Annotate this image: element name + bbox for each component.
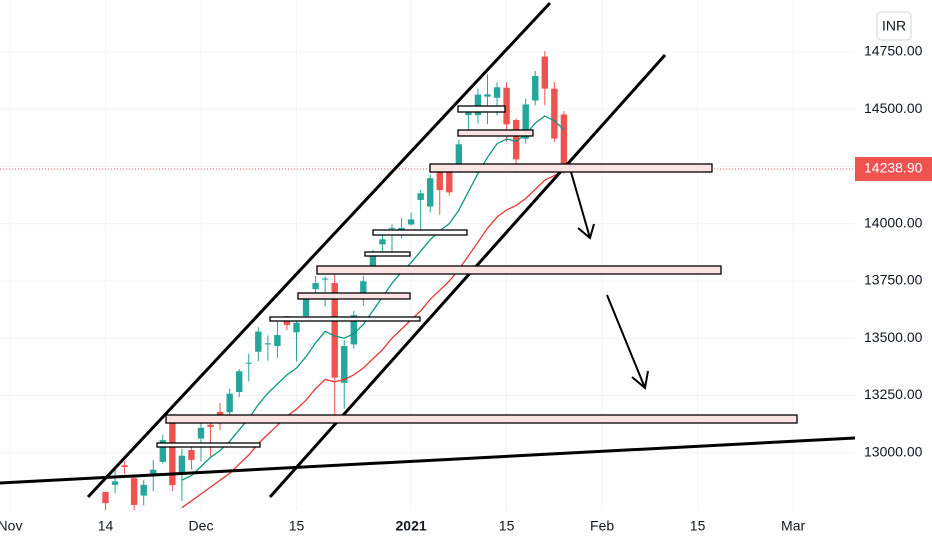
candle-body <box>369 252 377 267</box>
candle-body <box>197 427 205 439</box>
candle-body <box>455 144 463 170</box>
candle-body <box>512 120 520 160</box>
candle-body <box>427 178 434 207</box>
candle-body <box>188 450 195 460</box>
candle-body <box>407 219 415 225</box>
candle-body <box>532 76 539 101</box>
y-tick-label: 13500.00 <box>864 329 923 345</box>
candle-body <box>551 88 558 139</box>
channel-line <box>86 1 552 499</box>
last-price-label: 14238.90 <box>864 160 923 176</box>
candle-body <box>522 104 529 139</box>
candle-body <box>302 296 310 317</box>
x-tick-label: 15 <box>499 518 515 534</box>
candle-body <box>541 56 548 89</box>
candle-body <box>465 112 472 116</box>
candle-body <box>474 94 482 116</box>
candle-body <box>312 283 319 290</box>
candle-body <box>226 393 233 413</box>
candle-body <box>111 481 119 485</box>
zone <box>269 316 421 322</box>
y-tick-label: 14000.00 <box>864 214 923 230</box>
candle-body <box>484 94 491 97</box>
zone <box>156 442 261 448</box>
currency-label: INR <box>882 18 906 34</box>
zones <box>156 105 798 448</box>
candle-body <box>150 469 157 475</box>
zone <box>316 265 722 275</box>
candle-body <box>360 281 367 299</box>
candle-body <box>388 227 396 229</box>
time-axis <box>0 510 932 550</box>
candle-body <box>398 227 405 231</box>
zone <box>372 229 468 236</box>
zone <box>429 163 713 173</box>
candle-body <box>264 343 272 345</box>
arrows <box>570 171 649 390</box>
arrow <box>606 294 649 390</box>
price-axis <box>855 0 932 550</box>
candle-body <box>446 165 453 193</box>
moving-average <box>181 170 565 509</box>
candle-body <box>493 87 501 98</box>
candle-body <box>341 346 348 383</box>
candle-body <box>274 335 281 347</box>
candle-body <box>560 114 568 170</box>
candle-body <box>436 168 443 191</box>
candle-body <box>121 465 128 467</box>
candle-body <box>379 239 386 245</box>
x-tick-label: 15 <box>690 518 706 534</box>
y-tick-label: 14750.00 <box>864 43 923 59</box>
zone <box>297 292 411 300</box>
candle-body <box>321 278 329 280</box>
candle-body <box>245 362 252 364</box>
plot <box>0 51 855 515</box>
candle-body <box>102 491 109 504</box>
candle-body <box>503 87 510 125</box>
x-tick-label: 14 <box>98 518 114 534</box>
zone <box>165 414 798 424</box>
y-tick-label: 14500.00 <box>864 100 923 116</box>
y-tick-label: 13000.00 <box>864 443 923 459</box>
candle-body <box>130 478 138 505</box>
candle-body <box>417 193 424 200</box>
x-tick-label: Mar <box>781 518 805 534</box>
x-tick-label: 2021 <box>396 518 427 534</box>
candle-body <box>178 455 186 475</box>
candle-body <box>293 322 300 333</box>
axes: 13000.00 13250.00 13500.00 13750.00 14000.00… <box>0 43 932 534</box>
candle-body <box>159 440 166 462</box>
zone <box>364 251 411 257</box>
zone <box>457 129 534 137</box>
currency-badge[interactable] <box>876 11 912 41</box>
candle-body <box>331 283 338 378</box>
candle-body <box>350 315 357 345</box>
candle-body <box>169 422 176 486</box>
candle-body <box>207 424 214 427</box>
candle-body <box>236 371 243 393</box>
x-tick-label: 15 <box>289 518 305 534</box>
arrow <box>570 171 595 240</box>
last-price-box <box>855 157 932 182</box>
candle-body <box>255 331 262 352</box>
y-tick-label: 13750.00 <box>864 272 923 288</box>
trend-line <box>0 436 856 485</box>
zone <box>457 105 506 113</box>
y-tick-label: 13250.00 <box>864 386 923 402</box>
grid <box>0 0 855 510</box>
x-tick-label: Feb <box>590 518 614 534</box>
x-tick-label: Dec <box>189 518 214 534</box>
candle-body <box>140 484 147 496</box>
x-tick-label: Nov <box>0 518 22 534</box>
